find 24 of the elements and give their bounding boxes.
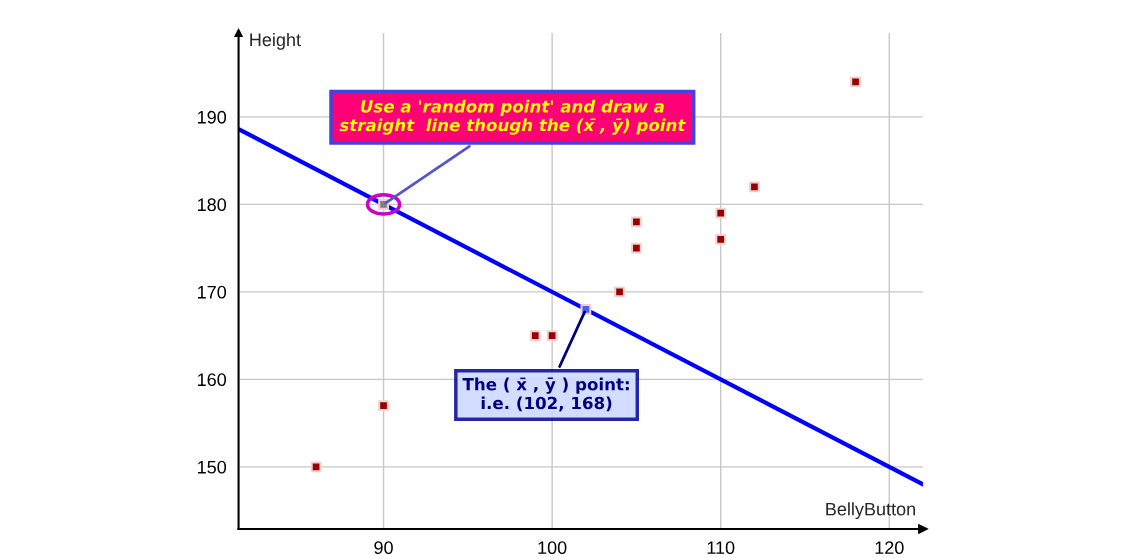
point bbox=[378, 400, 389, 412]
y-axis-title: Height bbox=[250, 32, 301, 50]
annotation: The ( x̄ , ȳ ) point: i.e. (102, 168) bbox=[462, 377, 629, 412]
point bbox=[748, 181, 760, 193]
point bbox=[529, 330, 541, 342]
x-axis-title: BellyButton bbox=[826, 502, 915, 520]
x-tick-label: 120 bbox=[875, 541, 904, 555]
x-tick-label: 110 bbox=[707, 541, 735, 555]
y-tick-label: 150 bbox=[198, 460, 227, 474]
y-tick-label: 180 bbox=[198, 198, 227, 212]
point bbox=[630, 242, 642, 254]
point bbox=[850, 76, 861, 88]
point bbox=[546, 330, 558, 342]
point bbox=[310, 461, 322, 473]
y-tick-label: 170 bbox=[198, 285, 227, 299]
y-tick-label: 190 bbox=[198, 110, 227, 124]
point bbox=[715, 207, 727, 219]
x-tick-label: 90 bbox=[374, 541, 393, 555]
y-tick-label: 160 bbox=[198, 373, 227, 387]
point bbox=[715, 233, 727, 245]
point bbox=[630, 216, 642, 228]
point bbox=[614, 286, 625, 298]
annotation: Use a 'random point' and draw a straight line though the (x̄ , ȳ) point bbox=[339, 99, 686, 135]
x-tick-label: 100 bbox=[538, 541, 567, 555]
